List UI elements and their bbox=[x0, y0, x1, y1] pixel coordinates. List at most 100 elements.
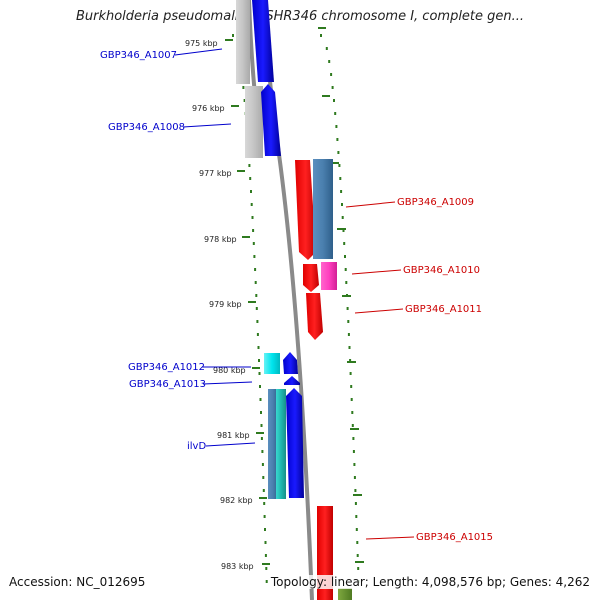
scale-dot bbox=[341, 216, 344, 219]
scale-dot bbox=[350, 398, 353, 401]
scale-dot bbox=[320, 34, 322, 37]
scale-ring-left bbox=[232, 34, 268, 583]
scale-dot bbox=[242, 86, 245, 89]
scale-dot bbox=[353, 476, 356, 479]
tick-label: 983 kbp bbox=[221, 562, 254, 571]
scale-dot bbox=[346, 307, 349, 310]
label-group-gbp346-a1010[interactable]: GBP346_A1010 bbox=[351, 265, 480, 276]
scale-dot bbox=[334, 112, 337, 115]
scale-dot bbox=[260, 424, 263, 427]
scale-dot bbox=[344, 255, 346, 258]
scale-dot bbox=[232, 34, 234, 37]
scale-tick-980: 980 kbp bbox=[213, 366, 260, 375]
scale-dot bbox=[263, 502, 266, 505]
scale-dot bbox=[260, 437, 263, 440]
gene-label[interactable]: GBP346_A1012 bbox=[128, 362, 205, 373]
scale-dot bbox=[343, 242, 346, 245]
scale-dot bbox=[256, 333, 259, 336]
gene-label[interactable]: GBP346_A1015 bbox=[416, 532, 493, 543]
tick-label: 976 kbp bbox=[192, 104, 225, 113]
label-group-gbp346-a1011[interactable]: GBP346_A1011 bbox=[354, 304, 482, 315]
gene-gbp346-a1007[interactable] bbox=[252, 0, 274, 82]
label-group-gbp346-a1015[interactable]: GBP346_A1015 bbox=[365, 532, 493, 543]
label-group-ilvd[interactable]: ilvD bbox=[187, 441, 256, 452]
gene-gbp346-a1010-magenta[interactable] bbox=[321, 262, 337, 290]
label-group-gbp346-a1013[interactable]: GBP346_A1013 bbox=[129, 379, 253, 390]
label-group-gbp346-a1009[interactable]: GBP346_A1009 bbox=[345, 197, 474, 208]
gene-label[interactable]: GBP346_A1007 bbox=[100, 50, 177, 61]
gene-label[interactable]: GBP346_A1010 bbox=[403, 265, 480, 276]
scale-dot bbox=[342, 229, 345, 232]
gene-label[interactable]: GBP346_A1013 bbox=[129, 379, 206, 390]
scale-dot bbox=[261, 463, 264, 466]
scale-dot bbox=[328, 60, 331, 63]
gene-label[interactable]: ilvD bbox=[187, 441, 206, 452]
scale-dot bbox=[252, 229, 255, 232]
scale-dot bbox=[255, 307, 258, 310]
tick-label: 975 kbp bbox=[185, 39, 218, 48]
scale-dot bbox=[355, 515, 358, 518]
label-group-gbp346-a1008[interactable]: GBP346_A1008 bbox=[108, 122, 232, 133]
gene-label[interactable]: GBP346_A1008 bbox=[108, 122, 185, 133]
scale-dot bbox=[347, 320, 350, 323]
label-group-gbp346-a1012[interactable]: GBP346_A1012 bbox=[128, 362, 251, 373]
scale-dot bbox=[349, 359, 352, 362]
scale-dot bbox=[243, 99, 246, 102]
scale-dot bbox=[259, 385, 261, 388]
scale-dot bbox=[352, 450, 355, 453]
scale-dot bbox=[264, 541, 267, 544]
scale-dot bbox=[350, 385, 353, 388]
scale-dot bbox=[333, 99, 335, 102]
gene-feature-grey[interactable] bbox=[236, 0, 250, 84]
gene-label[interactable]: GBP346_A1009 bbox=[397, 197, 474, 208]
scale-dot bbox=[352, 437, 355, 440]
gene-gbp346-a1009-steel[interactable] bbox=[313, 159, 333, 259]
scale-dot bbox=[331, 86, 334, 89]
scale-dot bbox=[252, 242, 255, 245]
scale-dot bbox=[351, 411, 354, 414]
gene-gbp346-a1012-blue[interactable] bbox=[283, 352, 298, 374]
scale-tick-981: 981 kbp bbox=[217, 431, 264, 440]
scale-dot bbox=[357, 567, 360, 570]
scale-dot bbox=[338, 164, 341, 167]
gene-gbp346-a1013[interactable] bbox=[284, 376, 300, 385]
gene-feature-grey[interactable] bbox=[245, 86, 263, 158]
tick-label: 982 kbp bbox=[220, 496, 253, 505]
scale-dot bbox=[356, 541, 359, 544]
label-group-gbp346-a1007[interactable]: GBP346_A1007 bbox=[100, 48, 223, 61]
gene-gbp346-a1010[interactable] bbox=[303, 264, 319, 292]
scale-dot bbox=[265, 567, 268, 570]
scale-dot bbox=[253, 255, 256, 258]
scale-dot bbox=[345, 281, 348, 284]
scale-dot bbox=[250, 190, 252, 193]
gene-feature-olive[interactable] bbox=[338, 588, 352, 600]
scale-dot bbox=[336, 138, 339, 141]
accession-text: Accession: NC_012695 bbox=[9, 575, 146, 589]
topology-summary: Topology: linear; Length: 4,098,576 bp; … bbox=[270, 575, 590, 589]
tick-label: 978 kbp bbox=[204, 235, 237, 244]
scale-dot bbox=[330, 73, 333, 76]
scale-dot bbox=[325, 47, 328, 50]
gene-gbp346-a1009[interactable] bbox=[295, 160, 316, 260]
gene-gbp346-a1011[interactable] bbox=[306, 293, 323, 340]
gene-ilvd[interactable] bbox=[286, 388, 304, 498]
scale-dot bbox=[262, 489, 265, 492]
scale-dot bbox=[351, 424, 354, 427]
scale-dot bbox=[354, 489, 357, 492]
scale-dot bbox=[356, 554, 359, 557]
scale-dot bbox=[258, 372, 261, 375]
gene-gbp346-a1012[interactable] bbox=[264, 353, 280, 374]
scale-dot bbox=[347, 333, 350, 336]
scale-tick-977: 977 kbp bbox=[199, 169, 245, 178]
scale-dot bbox=[344, 268, 347, 271]
gene-gbp346-a1008[interactable] bbox=[261, 84, 281, 156]
gene-ilvd-steel[interactable] bbox=[268, 389, 278, 499]
gene-label[interactable]: GBP346_A1011 bbox=[405, 304, 482, 315]
scale-dot bbox=[257, 346, 260, 349]
scale-dot bbox=[254, 268, 257, 271]
scale-dot bbox=[249, 177, 252, 180]
scale-dot bbox=[348, 346, 351, 349]
gene-ilvd-teal[interactable] bbox=[276, 389, 286, 499]
scale-tick-975: 975 kbp bbox=[185, 39, 233, 48]
